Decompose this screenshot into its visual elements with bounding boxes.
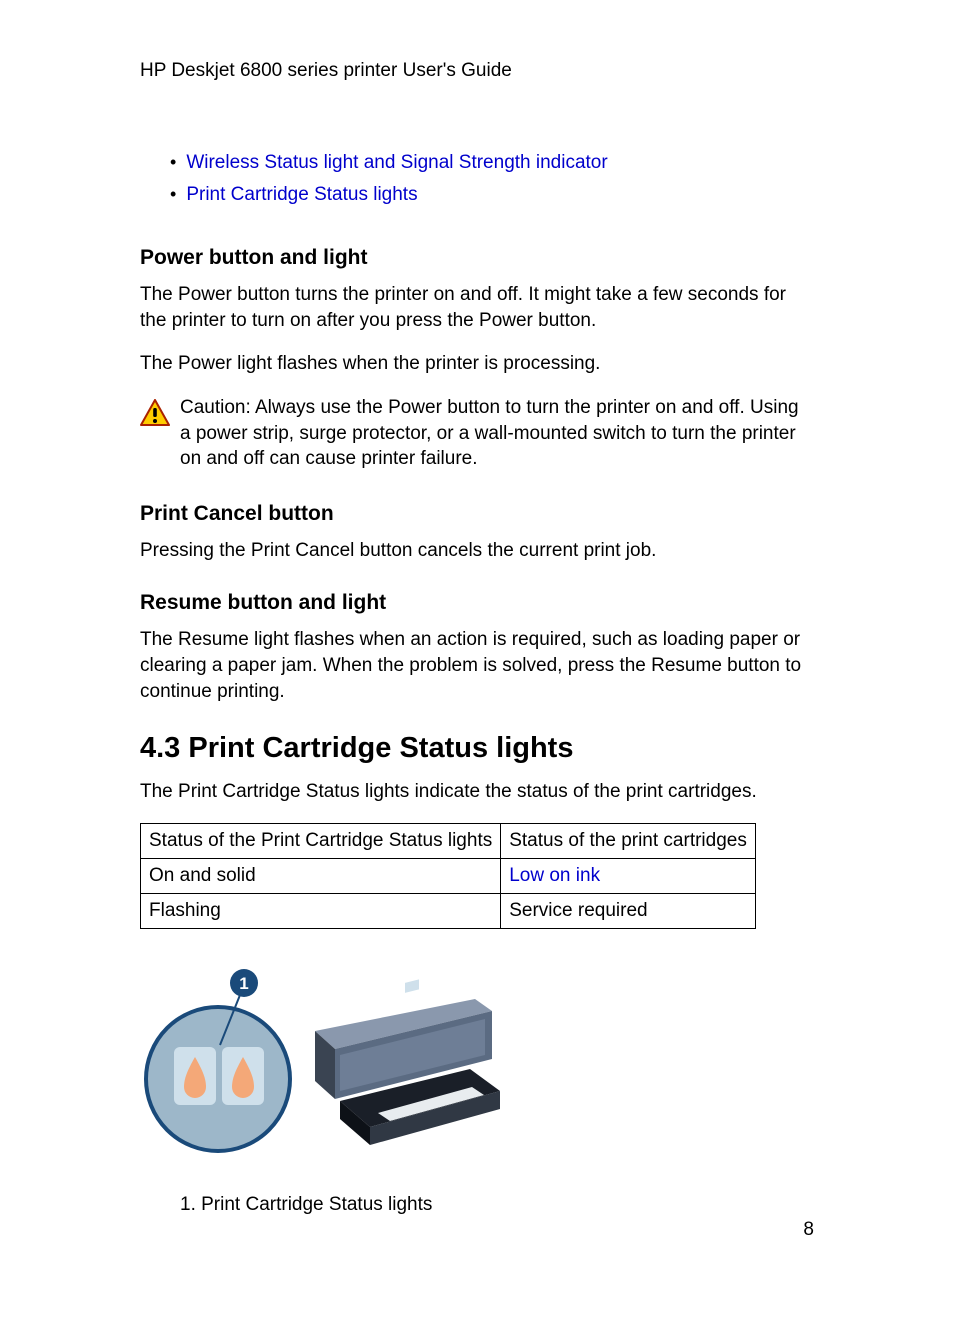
para-cancel: Pressing the Print Cancel button cancels… [140,538,814,564]
para-resume: The Resume light flashes when an action … [140,627,814,704]
printer-figure: 1 1. Print Cartridge Status lights [140,959,814,1216]
bullet-item: • Print Cartridge Status lights [170,184,814,206]
bullet-dot-icon: • [170,152,176,173]
table-row: Flashing Service required [141,894,756,929]
magnifier-circle [146,1007,290,1151]
caution-icon [140,399,170,432]
caution-text: Caution: Always use the Power button to … [180,395,814,472]
heading-4-3: 4.3 Print Cartridge Status lights [140,732,814,765]
heading-cancel: Print Cancel button [140,502,814,526]
link-print-cartridge-status[interactable]: Print Cartridge Status lights [186,184,417,206]
para-power-2: The Power light flashes when the printer… [140,351,814,377]
printer-illustration [315,979,500,1145]
table-cell: Flashing [141,894,501,929]
section-resume: Resume button and light The Resume light… [140,591,814,704]
table-header-cell: Status of the print cartridges [501,824,756,859]
link-wireless-status[interactable]: Wireless Status light and Signal Strengt… [186,152,607,174]
link-bullet-list: • Wireless Status light and Signal Stren… [170,152,814,206]
caution-block: Caution: Always use the Power button to … [140,395,814,472]
table-cell: Service required [501,894,756,929]
status-table: Status of the Print Cartridge Status lig… [140,823,756,929]
page-header-title: HP Deskjet 6800 series printer User's Gu… [140,60,814,82]
table-header-cell: Status of the Print Cartridge Status lig… [141,824,501,859]
figure-caption: 1. Print Cartridge Status lights [180,1194,814,1216]
table-cell-link[interactable]: Low on ink [501,859,756,894]
section-power: Power button and light The Power button … [140,246,814,472]
cartridge-light-right [222,1047,264,1105]
table-cell: On and solid [141,859,501,894]
heading-power: Power button and light [140,246,814,270]
section-cancel: Print Cancel button Pressing the Print C… [140,502,814,564]
bullet-item: • Wireless Status light and Signal Stren… [170,152,814,174]
bullet-dot-icon: • [170,184,176,205]
heading-resume: Resume button and light [140,591,814,615]
callout-number: 1 [239,974,248,993]
para-4-3-intro: The Print Cartridge Status lights indica… [140,779,814,805]
page-number: 8 [803,1219,814,1241]
table-row: On and solid Low on ink [141,859,756,894]
table-header-row: Status of the Print Cartridge Status lig… [141,824,756,859]
cartridge-light-left [174,1047,216,1105]
para-power-1: The Power button turns the printer on an… [140,282,814,333]
